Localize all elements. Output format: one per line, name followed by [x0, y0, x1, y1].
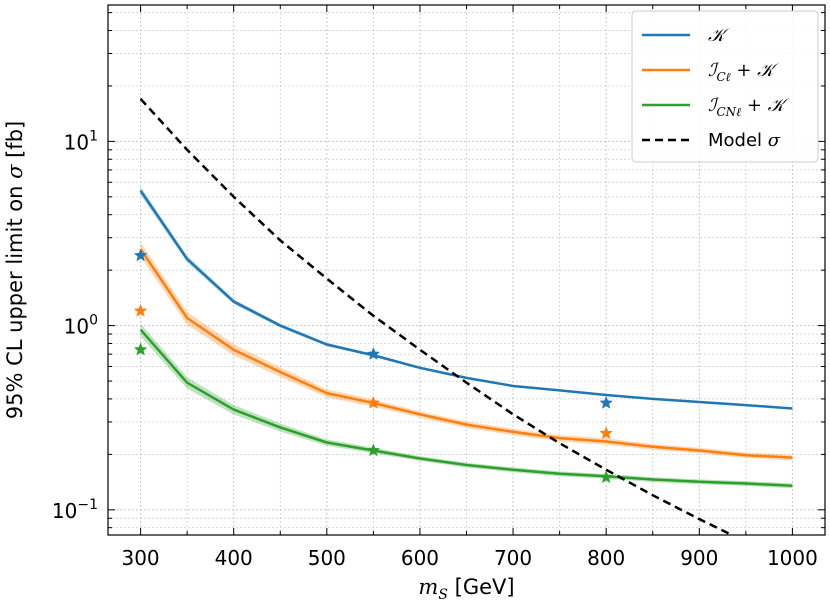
y-axis-label-text: 95% CL upper limit on: [3, 186, 27, 420]
series-line: [141, 99, 732, 535]
legend-label-subscript: Cℓ: [716, 70, 730, 84]
legend-label-rest: + 𝒦: [731, 60, 780, 81]
x-axis-label: mS [GeV]: [418, 575, 514, 603]
x-tick-label: 700: [494, 546, 532, 570]
x-tick-label: 500: [308, 546, 346, 570]
y-axis-label-space2: [3, 158, 27, 165]
y-tick-label: 10−1: [52, 497, 98, 523]
x-tick-label: 800: [587, 546, 625, 570]
x-tick-label: 600: [401, 546, 439, 570]
x-axis-label-unit: [448, 575, 455, 599]
x-axis-label-subscript: S: [438, 587, 448, 603]
y-tick-label-base: 10: [64, 130, 89, 154]
x-tick-label: 400: [215, 546, 253, 570]
legend-label-subscript: CNℓ: [716, 105, 741, 119]
y-tick-label-base: 10: [64, 315, 89, 339]
series-line: [141, 191, 793, 409]
y-tick-label: 101: [64, 128, 98, 154]
x-axis-label-symbol: m: [418, 575, 438, 599]
y-axis-label-sigma: σ: [3, 164, 27, 179]
legend-label-rest: + 𝒦: [741, 95, 790, 116]
y-tick-label-base: 10: [52, 499, 77, 523]
y-axis-label: 95% CL upper limit on σ [fb]: [3, 121, 27, 419]
y-axis-label-space: [3, 179, 27, 186]
x-tick-label: 900: [680, 546, 718, 570]
x-tick-label: 1000: [767, 546, 818, 570]
legend-label-rest: σ: [768, 130, 781, 151]
y-tick-label-exponent: −1: [77, 497, 98, 513]
x-tick-label: 300: [121, 546, 159, 570]
legend-label-main: Model: [708, 130, 768, 151]
y-tick-label-exponent: 1: [89, 128, 98, 144]
legend-label: Model σ: [708, 130, 781, 151]
x-axis-label-unit-text: [GeV]: [455, 575, 515, 599]
star-marker: [600, 427, 612, 439]
y-axis-label-unit: [fb]: [3, 121, 27, 158]
y-tick-label-exponent: 0: [89, 313, 98, 329]
y-tick-label: 100: [64, 313, 98, 339]
